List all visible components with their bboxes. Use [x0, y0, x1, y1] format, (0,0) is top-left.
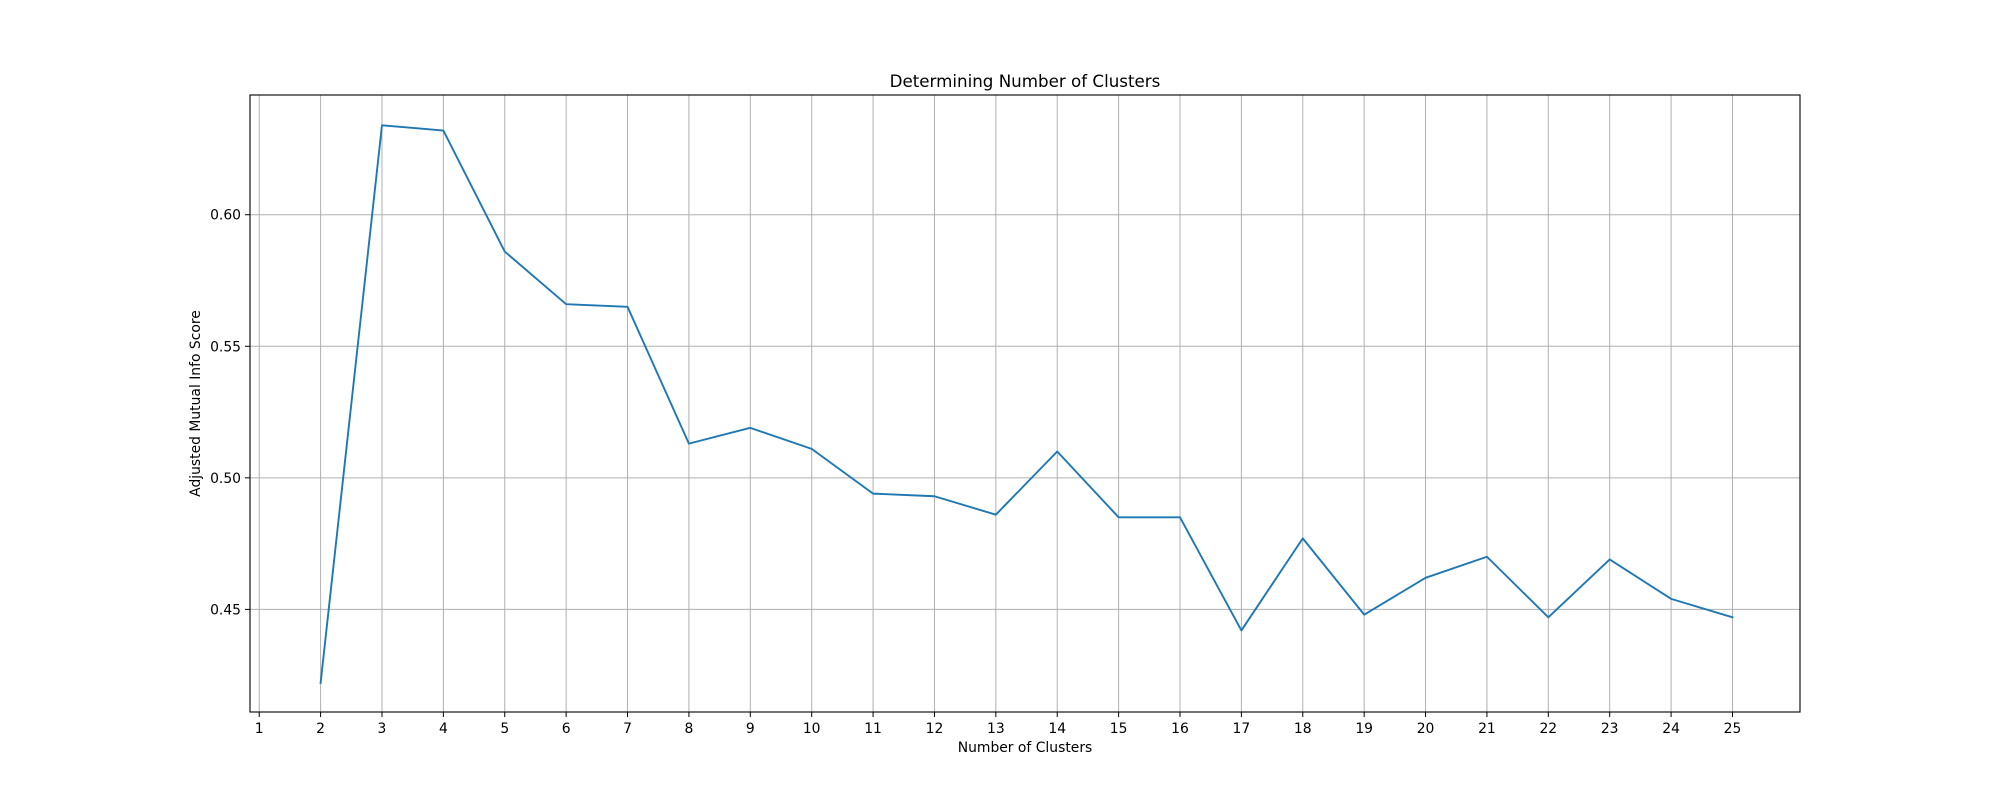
y-tick-label: 0.60: [210, 208, 241, 224]
x-tick-label: 4: [439, 721, 448, 737]
x-tick-label: 22: [1539, 721, 1557, 737]
x-tick-label: 1: [255, 721, 264, 737]
x-tick-label: 21: [1478, 721, 1496, 737]
x-tick-label: 11: [864, 721, 882, 737]
x-tick-label: 12: [926, 721, 944, 737]
x-tick-label: 18: [1294, 721, 1312, 737]
x-tick-label: 8: [684, 721, 693, 737]
chart-title: Determining Number of Clusters: [890, 71, 1161, 91]
x-tick-label: 9: [746, 721, 755, 737]
y-axis-label: Adjusted Mutual Info Score: [188, 310, 204, 497]
x-tick-label: 20: [1417, 721, 1435, 737]
x-axis-label: Number of Clusters: [958, 740, 1093, 756]
x-tick-label: 25: [1724, 721, 1742, 737]
x-tick-label: 2: [316, 721, 325, 737]
plot-area-frame: [249, 94, 1801, 713]
axis-ticks: 1 2 3 4 5 6 7 8 9 10 11 12 13 14 15 16 17 18 19 20 21 22 23 24 2…: [210, 208, 1741, 737]
series-line: [319, 124, 1734, 685]
x-tick-label: 16: [1171, 721, 1189, 737]
x-tick-label: 17: [1233, 721, 1251, 737]
x-tick-label: 7: [623, 721, 632, 737]
x-tick-label: 3: [378, 721, 387, 737]
y-tick-label: 0.55: [210, 339, 241, 355]
y-tick-label: 0.45: [210, 602, 241, 618]
x-tick-label: 24: [1662, 721, 1680, 737]
x-tick-label: 6: [562, 721, 571, 737]
x-tick-label: 14: [1048, 721, 1066, 737]
y-tick-label: 0.50: [210, 471, 241, 487]
grid-lines: [250, 95, 1800, 712]
x-tick-label: 23: [1601, 721, 1619, 737]
x-tick-label: 13: [987, 721, 1005, 737]
series-layer: [319, 124, 1734, 685]
x-tick-label: 19: [1355, 721, 1373, 737]
x-tick-label: 15: [1110, 721, 1128, 737]
x-tick-label: 5: [500, 721, 509, 737]
x-tick-label: 10: [803, 721, 821, 737]
